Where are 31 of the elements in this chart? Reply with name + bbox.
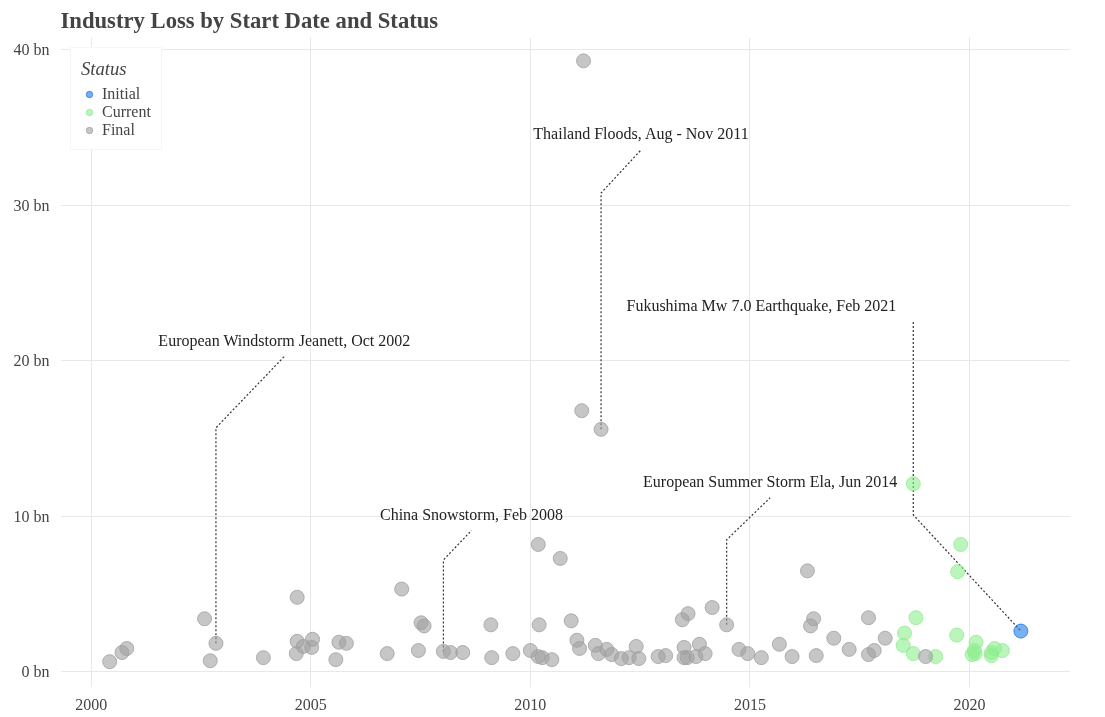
- chart-title: Industry Loss by Start Date and Status: [60, 7, 439, 33]
- point: [983, 648, 999, 664]
- point: [953, 536, 969, 552]
- x-tick-label: 2020: [953, 695, 986, 713]
- x-tick-label: 2005: [294, 695, 327, 713]
- point: [905, 476, 921, 492]
- point: [908, 610, 924, 626]
- legend-label: Initial: [102, 85, 141, 103]
- y-tick-label: 0 bn: [21, 663, 50, 681]
- point: [897, 625, 913, 641]
- x-tick-label: 2010: [514, 695, 547, 713]
- annotation: Thailand Floods, Aug - Nov 2011: [533, 124, 749, 143]
- legend-title: Status: [81, 58, 128, 80]
- annotation: European Summer Storm Ela, Jun 2014: [643, 473, 898, 492]
- point: [895, 637, 911, 653]
- y-tick-label: 40 bn: [13, 41, 50, 59]
- annotation: China Snowstorm, Feb 2008: [379, 505, 564, 523]
- annotation: European Windstorm Jeanett, Oct 2002: [158, 331, 411, 350]
- point: [1013, 623, 1029, 639]
- x-tick-label: 2015: [733, 695, 766, 713]
- point: [949, 627, 965, 643]
- y-tick-label: 10 bn: [13, 507, 50, 525]
- y-tick-label: 30 bn: [13, 196, 50, 214]
- point: [994, 643, 1010, 658]
- point: [905, 646, 921, 662]
- x-tick-label: 2000: [75, 695, 108, 713]
- annotation: Fukushima Mw 7.0 Earthquake, Feb 2021: [626, 297, 897, 316]
- legend-label: Final: [102, 121, 135, 139]
- point: [950, 564, 966, 580]
- y-tick-label: 20 bn: [13, 352, 50, 370]
- legend-label: Current: [102, 103, 151, 121]
